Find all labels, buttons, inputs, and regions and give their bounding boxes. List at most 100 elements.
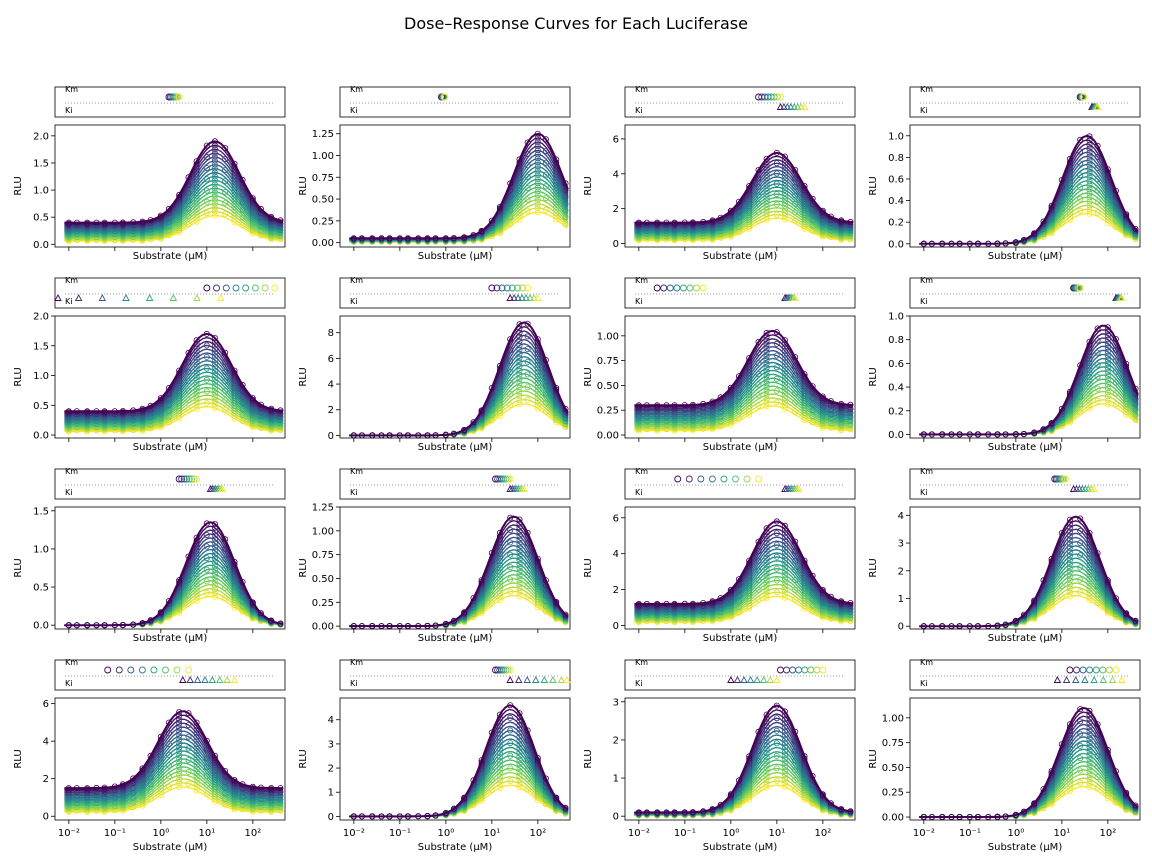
data-point (542, 171, 549, 178)
y-tick-label: 0.50 (312, 195, 334, 206)
kmki-strip-frame (624, 468, 856, 500)
km-label: Km (920, 85, 933, 94)
data-point (1094, 198, 1101, 205)
kmki-strip-frame (54, 659, 286, 691)
series-line (64, 405, 283, 433)
data-point (534, 200, 541, 207)
y-tick-label: 0.2 (888, 406, 904, 417)
data-point (211, 204, 218, 211)
data-point (1077, 136, 1084, 143)
kmki-strip-frame (54, 468, 286, 500)
series-line (349, 199, 569, 243)
y-tick-label: 4 (328, 380, 334, 391)
km-marker (743, 475, 751, 483)
ki-marker (74, 294, 83, 301)
data-point (773, 160, 780, 167)
km-marker (173, 666, 181, 674)
ki-label: Ki (65, 488, 72, 497)
ki-label: Ki (920, 297, 927, 306)
y-tick-label: 0.8 (888, 335, 904, 346)
y-tick-label: 0.50 (597, 381, 619, 392)
y-tick-label: 1 (898, 594, 904, 605)
y-axis-label: RLU (868, 176, 879, 195)
ki-marker (1093, 103, 1102, 110)
x-axis-label: Substrate (μM) (133, 633, 208, 644)
ki-label: Ki (920, 106, 927, 115)
km-marker (673, 284, 681, 292)
y-tick-label: 6 (328, 354, 334, 365)
data-point (496, 203, 503, 210)
data-point (939, 240, 946, 247)
km-marker (660, 284, 668, 292)
ki-marker (230, 676, 239, 683)
data-point (635, 219, 642, 226)
x-axis-label: Substrate (μM) (988, 442, 1063, 453)
data-point (193, 398, 200, 405)
y-tick-label: 0.6 (888, 174, 904, 185)
y-tick-label: 0.0 (33, 621, 49, 632)
y-tick-label: 1.5 (33, 158, 49, 169)
km-marker (697, 475, 705, 483)
y-tick-label: 1.25 (312, 503, 334, 514)
y-tick-label: 4 (613, 169, 619, 180)
km-marker (127, 666, 135, 674)
series-line (349, 132, 569, 240)
data-point (717, 214, 724, 221)
y-tick-label: 2 (613, 204, 619, 215)
series-line (64, 140, 284, 224)
data-point (689, 219, 696, 226)
km-marker (755, 475, 762, 483)
data-point (1012, 239, 1019, 246)
data-point (809, 195, 816, 202)
kmki-strip-frame (54, 277, 286, 309)
series-line (349, 170, 569, 241)
data-point (1086, 137, 1093, 144)
data-point (203, 399, 210, 406)
km-marker (732, 475, 739, 483)
data-point (211, 173, 218, 180)
data-point (1077, 195, 1084, 202)
figure-title: Dose–Response Curves for Each Luciferase (404, 14, 748, 33)
data-point (792, 166, 799, 173)
x-axis-label: Substrate (μM) (703, 633, 778, 644)
data-point (1086, 153, 1093, 160)
data-point (176, 191, 183, 198)
data-point (1002, 240, 1009, 247)
y-axis-label: RLU (583, 176, 594, 195)
km-marker (674, 475, 682, 483)
y-tick-label: 0.00 (597, 431, 619, 442)
km-marker (222, 284, 230, 292)
ki-label: Ki (635, 106, 642, 115)
km-label: Km (635, 85, 648, 94)
x-axis-label: Substrate (μM) (133, 442, 208, 453)
y-tick-label: 1.0 (33, 186, 49, 197)
data-point (65, 219, 72, 226)
series-line (634, 217, 853, 242)
series-line (919, 329, 1139, 436)
data-point (534, 184, 541, 191)
ki-marker (54, 294, 62, 301)
series-line (64, 191, 283, 236)
series-line (634, 189, 853, 234)
km-marker (175, 93, 183, 101)
km-marker (777, 93, 784, 101)
data-point (157, 212, 164, 219)
kmki-strip-frame (624, 86, 856, 118)
data-point (1086, 174, 1093, 181)
series-line (64, 167, 284, 231)
series-line (64, 394, 283, 429)
data-point (534, 209, 541, 216)
km-label: Km (350, 276, 363, 285)
data-point (801, 182, 808, 189)
km-marker (679, 284, 687, 292)
series-line (64, 160, 284, 229)
data-point (534, 163, 541, 170)
y-tick-label: 1.0 (33, 544, 49, 555)
